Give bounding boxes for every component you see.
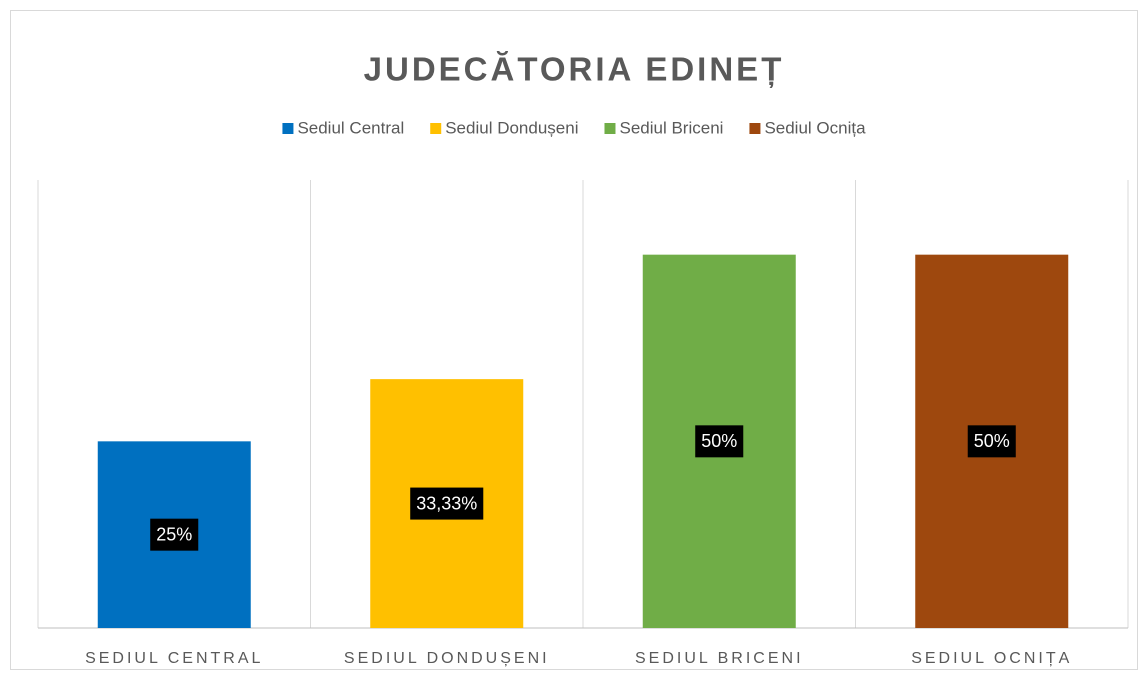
legend-swatch [604, 123, 616, 134]
value-label: 25% [156, 524, 192, 544]
x-tick-label: SEDIUL DONDUȘENI [344, 650, 550, 667]
legend-label: Sediul Central [297, 118, 404, 137]
legend-label: Sediul Briceni [619, 118, 723, 137]
value-label-box [150, 518, 199, 551]
x-tick-label: SEDIUL BRICENI [635, 650, 804, 667]
legend-swatch [430, 123, 442, 134]
x-tick-label: SEDIUL CENTRAL [85, 650, 263, 667]
value-label: 50% [701, 431, 737, 451]
value-label-box [967, 425, 1016, 458]
legend-swatch [749, 123, 761, 134]
value-label-box [410, 487, 484, 520]
value-label-box [695, 425, 744, 458]
legend-label: Sediul Ocnița [764, 118, 866, 137]
x-tick-label: SEDIUL OCNIȚA [911, 650, 1072, 667]
legend-swatch [282, 123, 294, 134]
value-label: 50% [974, 431, 1010, 451]
chart-title: JUDECĂTORIA EDINEȚ [364, 51, 785, 88]
legend-label: Sediul Dondușeni [445, 118, 578, 137]
value-label: 33,33% [416, 493, 477, 513]
